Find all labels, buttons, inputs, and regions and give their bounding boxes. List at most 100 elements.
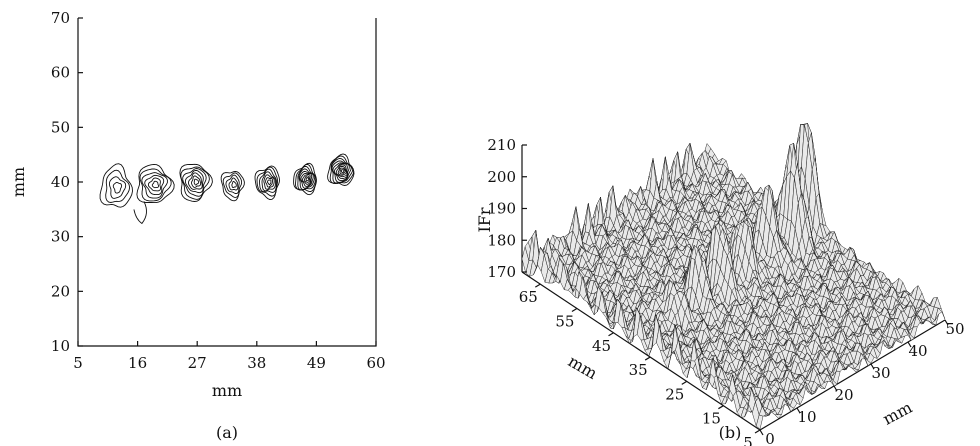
contour-blob [254,165,280,200]
y-tick-label: 60 [51,64,70,82]
contour-line [332,162,350,182]
contour-line [263,174,275,190]
x-tick-label: 16 [128,354,147,372]
contour-line [329,155,355,185]
contour-panel: 5 16 27 38 49 60 10 20 30 40 50 60 70 mm mm (a) [9,9,386,442]
z-tick-label: 200 [487,168,516,186]
contour-line [225,174,240,195]
y-tick-label: 10 [51,337,70,355]
contour-line [133,201,147,225]
contour-line [188,172,203,190]
contour-line [337,165,347,176]
x-axis-label: mm [212,381,242,400]
y-tick-label: 30 [51,228,70,246]
y-tick-mark [681,380,688,385]
y-tick-mark [608,332,614,337]
y-tick-label: 65 [519,288,538,306]
x-tick-label: 10 [797,408,816,426]
contour-line [193,178,200,186]
y-tick-mark [718,405,724,410]
y-tick-label: 50 [51,118,70,136]
y-tick-label: 70 [51,9,70,27]
x-tick-label: 5 [73,354,83,372]
y-tick-mark [644,356,651,361]
surface-panel: 170180190200210010203040505152535455565I… [475,123,965,446]
contour-line [105,169,131,203]
contour-line [151,180,159,189]
contour-line [139,168,172,202]
y-tick-label: 40 [51,173,70,191]
contour-line [256,166,278,197]
contour-line [267,179,272,185]
x-tick-label: 30 [871,364,890,382]
contour-blob [293,162,317,196]
contour-blob [220,170,245,202]
mesh-cell [738,173,746,179]
y-tick-mark [754,429,761,434]
contour-line [136,163,175,204]
y-tick-label: 25 [665,385,684,403]
contour-line [147,177,162,192]
contour-line [303,175,311,183]
contour-line [302,174,311,185]
x-tick-label: 40 [908,342,927,360]
contour-line [261,171,277,192]
contour-line [295,163,317,192]
contour-line [339,167,346,175]
y-tick-label: 5 [743,434,753,446]
contour-line [305,177,310,182]
y-axis-label: mm [565,351,601,383]
contour-line [298,168,316,191]
panel-label-b: (b) [719,423,742,442]
contour-line [231,180,237,189]
contour-line [222,172,243,198]
x-tick-label: 50 [945,320,964,338]
x-tick-label: 60 [366,354,385,372]
x-tick-label: 38 [247,354,266,372]
contour-line [228,177,239,191]
contour-line [112,182,123,194]
y-tick-mark [571,307,578,312]
x-tick-mark [759,429,764,436]
contour-line [300,173,313,187]
contour-line [265,177,274,188]
panel-label-a: (a) [216,423,238,442]
contour-blob [327,153,355,186]
x-axis-label: mm [880,398,916,429]
x-tick-label: 49 [307,354,326,372]
z-tick-label: 210 [487,136,516,154]
contour-blob [136,163,175,204]
contour-line [191,175,202,188]
contour-line [182,168,207,197]
contour-line [293,162,317,196]
x-tick-label: 27 [188,354,207,372]
contour-line [141,172,168,199]
z-tick-label: 180 [487,231,516,249]
contour-line [108,176,127,199]
contour-line [99,163,133,208]
surface-y-axis [521,271,761,431]
x-tick-label: 20 [834,386,853,404]
contour-blob [99,163,147,225]
x-tick-label: 0 [765,430,775,446]
contour-line [144,174,165,196]
contour-line [254,165,280,200]
contour-blob [179,163,213,202]
contour-line [335,164,348,178]
z-axis-label: IFr [475,207,494,232]
contour-line [327,153,355,186]
z-tick-label: 170 [487,263,516,281]
surface-mesh [521,123,946,430]
y-tick-label: 55 [555,312,574,330]
contour-line [333,163,349,180]
y-tick-label: 35 [629,361,648,379]
contour-line [340,169,345,174]
contour-line [180,166,210,200]
y-tick-label: 45 [592,337,611,355]
contour-line [184,169,204,194]
contour-line [220,170,245,202]
contour-line [259,168,277,193]
contour-line [297,165,317,191]
y-tick-label: 20 [51,282,70,300]
